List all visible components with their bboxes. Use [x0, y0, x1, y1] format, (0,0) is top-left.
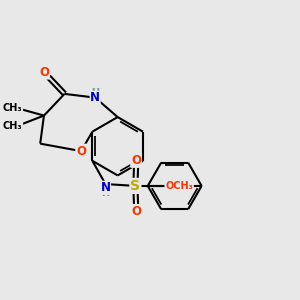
Text: H: H [101, 188, 110, 198]
Text: CH₃: CH₃ [3, 121, 22, 131]
Text: OCH₃: OCH₃ [165, 181, 193, 191]
Text: CH₃: CH₃ [3, 103, 22, 113]
Text: O: O [39, 66, 49, 79]
Text: S: S [130, 179, 140, 193]
Text: N: N [90, 91, 100, 104]
Text: O: O [131, 154, 141, 167]
Text: O: O [76, 145, 86, 158]
Text: N: N [100, 181, 110, 194]
Text: O: O [131, 205, 141, 218]
Text: H: H [91, 88, 99, 98]
